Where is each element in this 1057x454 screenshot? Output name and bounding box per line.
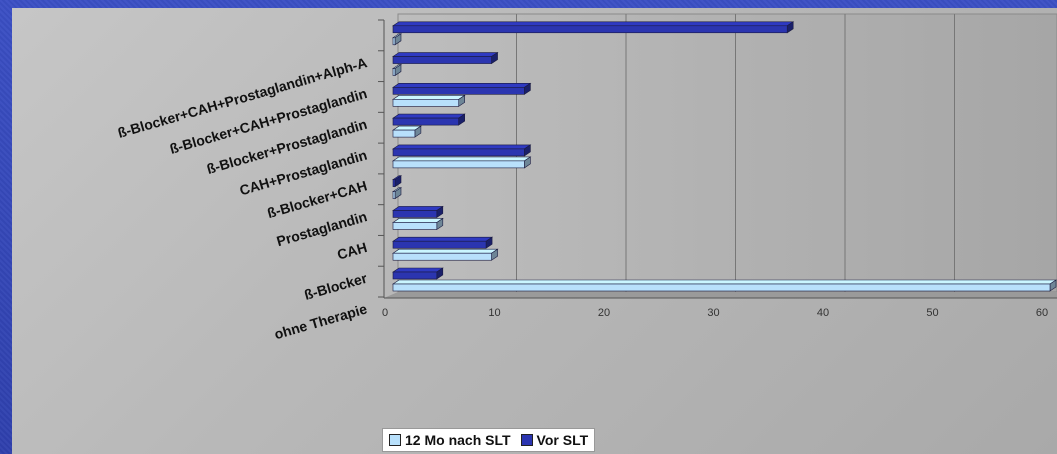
- bar-before: [392, 144, 532, 157]
- bar-top-face: [392, 144, 532, 150]
- x-tick-labels: 0 10 20 30 40 50 60: [382, 307, 1048, 319]
- x-tick-label: 50: [926, 307, 938, 319]
- legend-label-before: Vor SLT: [536, 432, 589, 448]
- bar-top-face: [392, 218, 444, 223]
- bar-after: [392, 125, 422, 138]
- bar-top-face: [392, 206, 444, 211]
- bar-before: [392, 236, 494, 249]
- bar-front-face: [392, 68, 396, 76]
- category-ticks: [378, 19, 384, 298]
- bar-before: [392, 175, 402, 188]
- x-tick-label: 20: [598, 307, 610, 319]
- bar-before: [392, 113, 466, 126]
- bars: [392, 21, 1057, 292]
- bar-before: [392, 51, 499, 65]
- x-tick-label: 0: [382, 307, 388, 319]
- bar-after: [392, 279, 1057, 292]
- bar-front-face: [392, 117, 459, 126]
- bar-front-face: [392, 240, 487, 249]
- bar-front-face: [392, 25, 788, 34]
- legend-item-after: 12 Mo nach SLT: [389, 432, 511, 448]
- plot-floor: [384, 292, 1057, 298]
- bar-top-face: [392, 21, 795, 27]
- bar-front-face: [392, 99, 459, 107]
- x-tick-label: 10: [488, 307, 500, 319]
- bar-after: [392, 187, 402, 200]
- bar-before: [392, 267, 444, 280]
- bar-front-face: [392, 271, 438, 280]
- bar-front-face: [392, 222, 438, 230]
- category-label: CAH: [335, 239, 369, 263]
- bar-top-face: [392, 83, 532, 88]
- legend: 12 Mo nach SLT Vor SLT: [382, 428, 596, 452]
- bar-front-face: [392, 210, 438, 218]
- x-tick-label: 40: [817, 307, 829, 319]
- legend-label-after: 12 Mo nach SLT: [405, 432, 511, 448]
- bar-top-face: [392, 95, 466, 100]
- bar-top-face: [392, 267, 444, 273]
- bar-after: [392, 33, 402, 46]
- legend-item-before: Vor SLT: [520, 432, 589, 448]
- category-label: ohne Therapie: [272, 300, 369, 342]
- bar-front-face: [392, 160, 525, 169]
- category-labels: ohne Therapieß-BlockerCAHProstaglandinß-…: [116, 54, 370, 342]
- bar-front-face: [392, 37, 396, 46]
- x-tick-label: 30: [707, 307, 719, 319]
- x-tick-label: 60: [1036, 307, 1048, 319]
- bar-front-face: [392, 283, 1051, 292]
- bar-front-face: [392, 129, 416, 138]
- bar-front-face: [392, 148, 525, 157]
- bar-front-face: [392, 191, 396, 199]
- category-label: ß-Blocker: [302, 270, 369, 303]
- bar-top-face: [392, 156, 532, 162]
- bar-before: [392, 21, 795, 34]
- bar-top-face: [392, 279, 1057, 285]
- bar-top-face: [392, 52, 499, 57]
- bar-before: [392, 205, 444, 219]
- bar-top-face: [392, 236, 494, 242]
- legend-swatch-after: [389, 434, 401, 446]
- bar-front-face: [392, 252, 492, 261]
- bar-after: [392, 248, 499, 261]
- bar-top-face: [392, 113, 466, 119]
- bar-front-face: [392, 179, 396, 187]
- bar-top-face: [392, 248, 499, 254]
- bar-front-face: [392, 56, 492, 64]
- bar-after: [392, 156, 532, 169]
- legend-swatch-before: [520, 434, 533, 446]
- bar-front-face: [392, 87, 525, 95]
- gridlines: [516, 14, 955, 292]
- bar-after: [392, 94, 466, 107]
- bar-after: [392, 63, 402, 77]
- bar-before: [392, 82, 532, 95]
- bar-after: [392, 217, 444, 231]
